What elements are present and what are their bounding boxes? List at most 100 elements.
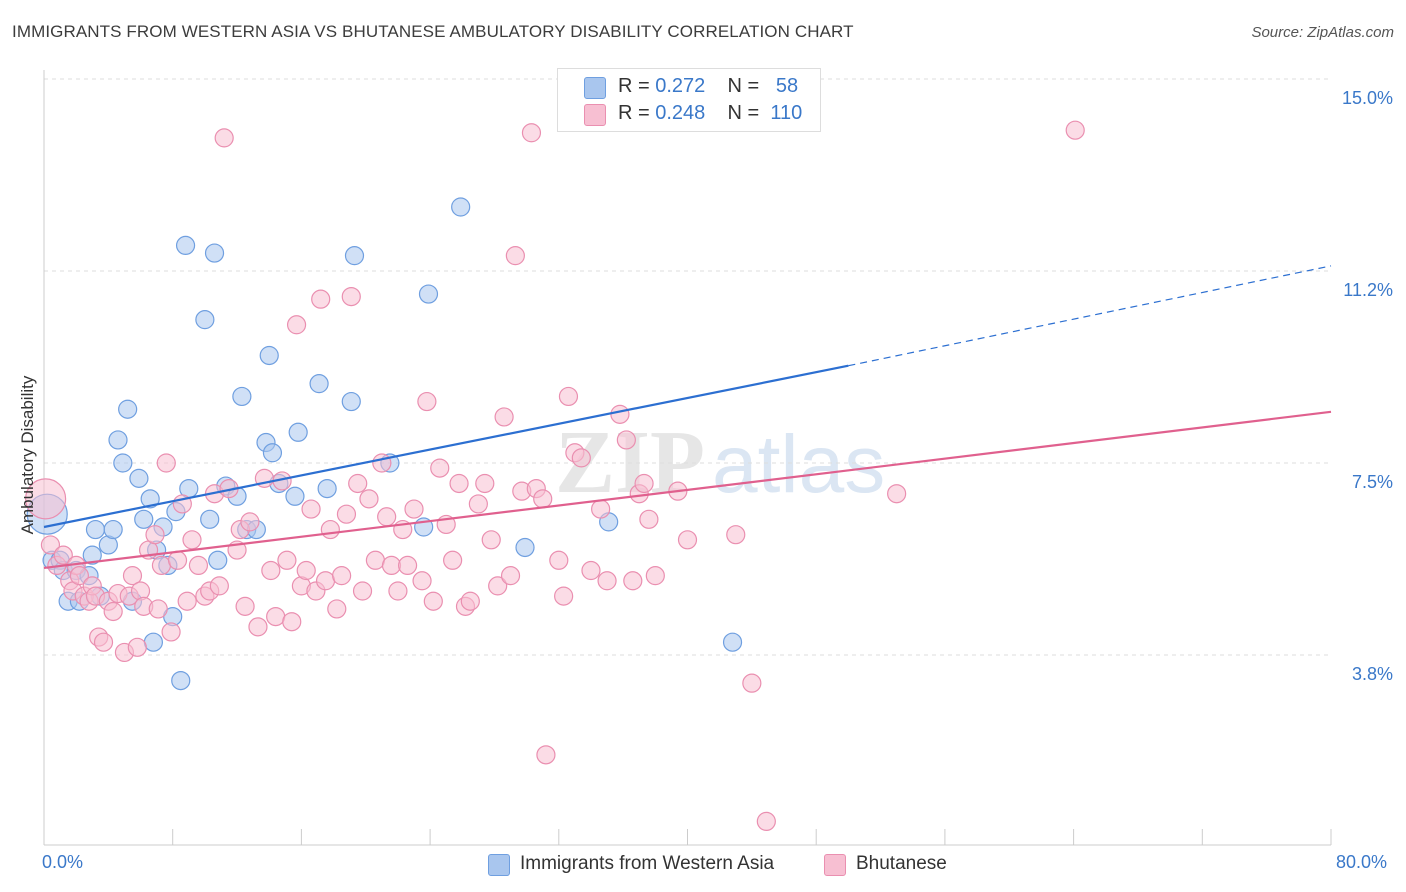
- point-western-asia: [722, 632, 743, 652]
- point-bhutanese: [623, 571, 643, 591]
- point-bhutanese: [40, 535, 61, 555]
- point-bhutanese: [460, 591, 480, 611]
- point-bhutanese: [616, 430, 636, 450]
- point-bhutanese: [127, 637, 147, 657]
- y-tick-label: 7.5%: [1352, 472, 1393, 492]
- point-bhutanese: [591, 499, 611, 519]
- legend-label-western-asia: Immigrants from Western Asia: [520, 853, 775, 874]
- legend-r-label: R =: [618, 102, 650, 124]
- point-bhutanese: [404, 499, 424, 519]
- legend-r-value: 0.272: [655, 75, 706, 97]
- point-bhutanese: [122, 566, 143, 586]
- point-bhutanese: [449, 473, 469, 494]
- legend-n-label: N =: [727, 102, 760, 124]
- point-bhutanese: [634, 473, 654, 494]
- point-bhutanese: [549, 550, 569, 570]
- point-western-asia: [140, 489, 160, 509]
- point-bhutanese: [645, 566, 665, 586]
- point-bhutanese: [571, 448, 591, 468]
- point-western-asia: [200, 509, 220, 529]
- point-bhutanese: [282, 612, 302, 632]
- y-axis-label: Ambulatory Disability: [18, 375, 37, 535]
- legend-swatch-western-asia: [584, 77, 606, 99]
- point-bhutanese: [261, 560, 281, 581]
- point-bhutanese: [315, 571, 336, 591]
- y-tick-label: 11.2%: [1343, 280, 1393, 300]
- point-bhutanese: [756, 811, 776, 832]
- x-axis-max-label: 80.0%: [1336, 852, 1388, 872]
- point-bhutanese: [151, 555, 172, 576]
- point-bhutanese: [296, 560, 316, 581]
- source-label: Source: ZipAtlas.com: [1251, 24, 1394, 41]
- point-bhutanese: [481, 530, 501, 550]
- legend-r-label: R =: [618, 75, 650, 97]
- chart-title: IMMIGRANTS FROM WESTERN ASIA VS BHUTANES…: [12, 22, 854, 41]
- watermark-atlas: atlas: [712, 419, 885, 510]
- point-bhutanese: [417, 391, 437, 412]
- point-bhutanese: [381, 555, 402, 576]
- point-western-asia: [118, 399, 138, 419]
- point-bhutanese: [887, 484, 907, 504]
- legend-r-value: 0.248: [655, 102, 706, 124]
- point-western-asia: [113, 453, 133, 473]
- x-axis-min-label: 0.0%: [42, 852, 84, 872]
- legend-n-value: 58: [775, 75, 799, 97]
- y-tick-label: 3.8%: [1352, 664, 1393, 684]
- point-bhutanese: [677, 530, 698, 550]
- point-bhutanese: [533, 489, 553, 509]
- point-bhutanese: [336, 504, 357, 524]
- point-bhutanese: [412, 571, 432, 591]
- point-bhutanese: [558, 386, 579, 407]
- point-western-asia: [175, 235, 196, 255]
- point-western-asia: [418, 284, 439, 304]
- point-bhutanese: [1065, 120, 1085, 140]
- point-bhutanese: [286, 315, 307, 335]
- point-bhutanese: [468, 494, 488, 514]
- point-bhutanese: [148, 599, 168, 619]
- point-western-asia: [85, 519, 106, 540]
- point-bhutanese: [182, 530, 202, 550]
- legend-swatch-bhutanese: [824, 854, 846, 876]
- point-western-asia: [129, 468, 149, 488]
- point-western-asia: [285, 486, 305, 506]
- point-western-asia: [344, 246, 365, 266]
- trend-line-western-asia: [43, 364, 849, 529]
- point-bhutanese: [377, 507, 397, 527]
- point-bhutanese: [597, 571, 617, 591]
- point-bhutanese: [554, 586, 574, 606]
- axes: [43, 70, 1332, 846]
- point-western-asia: [341, 391, 361, 412]
- point-bhutanese: [167, 550, 188, 570]
- point-western-asia: [309, 374, 329, 394]
- point-western-asia: [204, 243, 225, 263]
- point-bhutanese: [397, 555, 418, 576]
- point-western-asia: [317, 479, 337, 499]
- point-bhutanese: [209, 576, 229, 596]
- point-bhutanese: [610, 404, 630, 424]
- point-bhutanese: [494, 407, 514, 427]
- point-bhutanese: [341, 287, 361, 307]
- point-western-asia: [195, 310, 215, 330]
- legend-label-bhutanese: Bhutanese: [856, 853, 947, 874]
- trend-line-western-asia-extension: [848, 265, 1332, 367]
- point-bhutanese: [500, 566, 521, 586]
- point-bhutanese: [188, 555, 209, 576]
- point-bhutanese: [742, 673, 762, 693]
- point-bhutanese: [301, 499, 321, 519]
- point-western-asia: [103, 519, 123, 540]
- point-western-asia: [171, 670, 191, 691]
- point-bhutanese: [536, 745, 556, 765]
- point-bhutanese: [161, 622, 181, 642]
- point-bhutanese: [311, 289, 331, 309]
- legend-swatch-bhutanese: [584, 104, 606, 126]
- point-western-asia: [134, 509, 154, 529]
- point-western-asia: [108, 430, 128, 450]
- point-bhutanese: [639, 509, 659, 529]
- point-bhutanese: [214, 128, 234, 148]
- point-bhutanese: [248, 617, 268, 637]
- point-bhutanese: [348, 473, 368, 494]
- point-bhutanese: [332, 566, 352, 586]
- point-bhutanese: [53, 545, 73, 565]
- point-bhutanese: [320, 519, 340, 540]
- point-bhutanese: [488, 576, 508, 596]
